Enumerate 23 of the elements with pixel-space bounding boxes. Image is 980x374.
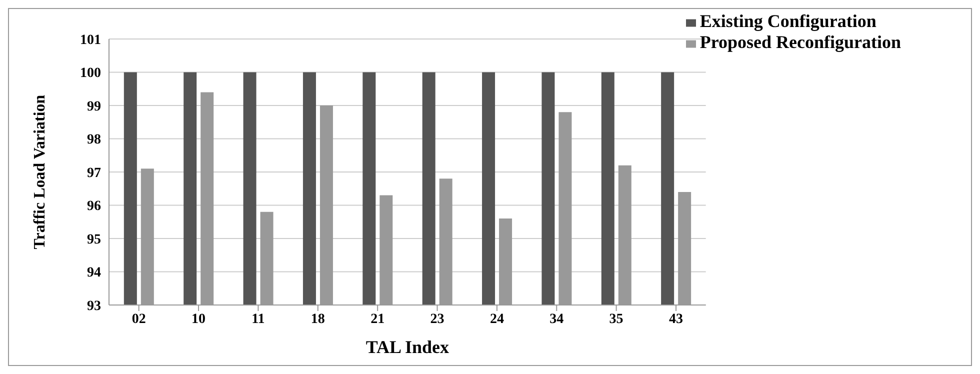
legend-label: Existing Configuration bbox=[700, 11, 876, 31]
y-tick-label: 96 bbox=[87, 199, 101, 214]
y-tick-label: 93 bbox=[87, 298, 101, 314]
legend-label: Proposed Reconfiguration bbox=[700, 32, 901, 52]
x-tick-label: 11 bbox=[252, 312, 265, 327]
x-tick-label: 10 bbox=[192, 312, 206, 327]
y-tick-label: 101 bbox=[80, 32, 101, 48]
y-tick-label: 99 bbox=[87, 99, 101, 114]
y-tick-label: 94 bbox=[87, 266, 101, 281]
y-tick-label: 100 bbox=[80, 66, 101, 82]
x-tick-label: 23 bbox=[430, 312, 444, 327]
y-tick-label: 97 bbox=[87, 166, 101, 181]
x-tick-label: 21 bbox=[370, 312, 385, 327]
x-tick-label: 02 bbox=[132, 312, 146, 327]
x-tick-label: 34 bbox=[550, 312, 564, 327]
x-tick-label: 24 bbox=[490, 312, 504, 327]
y-tick-label: 98 bbox=[87, 132, 101, 148]
y-axis-title: Traffic Load Variation bbox=[32, 94, 49, 250]
x-axis-title: TAL Index bbox=[366, 337, 450, 357]
x-tick-label: 18 bbox=[310, 312, 325, 327]
x-tick-label: 43 bbox=[668, 312, 683, 327]
y-tick-label: 95 bbox=[87, 232, 101, 248]
x-tick-label: 35 bbox=[609, 312, 624, 327]
